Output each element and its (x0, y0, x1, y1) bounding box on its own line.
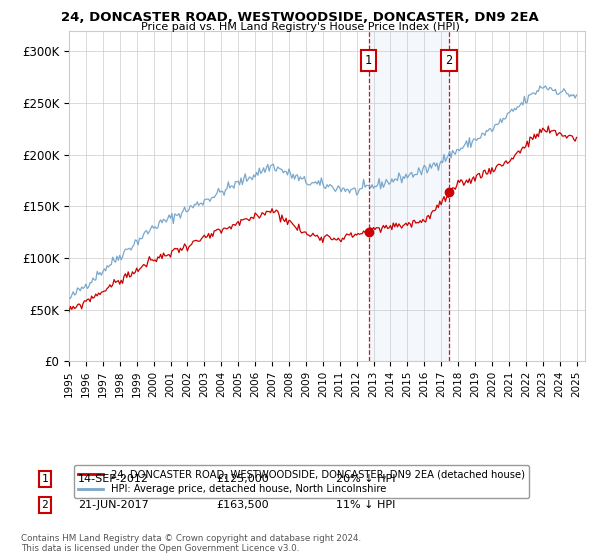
Text: 14-SEP-2012: 14-SEP-2012 (78, 474, 149, 484)
Text: 1: 1 (41, 474, 49, 484)
Text: 2: 2 (446, 54, 453, 67)
Text: 2: 2 (41, 500, 49, 510)
Legend: 24, DONCASTER ROAD, WESTWOODSIDE, DONCASTER, DN9 2EA (detached house), HPI: Aver: 24, DONCASTER ROAD, WESTWOODSIDE, DONCAS… (74, 465, 529, 498)
Text: Contains HM Land Registry data © Crown copyright and database right 2024.
This d: Contains HM Land Registry data © Crown c… (21, 534, 361, 553)
Text: 1: 1 (365, 54, 372, 67)
Text: 20% ↓ HPI: 20% ↓ HPI (336, 474, 395, 484)
Text: £125,000: £125,000 (216, 474, 269, 484)
Bar (368, 31, 449, 361)
Text: £163,500: £163,500 (216, 500, 269, 510)
Text: Price paid vs. HM Land Registry's House Price Index (HPI): Price paid vs. HM Land Registry's House … (140, 22, 460, 32)
Text: 24, DONCASTER ROAD, WESTWOODSIDE, DONCASTER, DN9 2EA: 24, DONCASTER ROAD, WESTWOODSIDE, DONCAS… (61, 11, 539, 24)
Text: 11% ↓ HPI: 11% ↓ HPI (336, 500, 395, 510)
Text: 21-JUN-2017: 21-JUN-2017 (78, 500, 149, 510)
